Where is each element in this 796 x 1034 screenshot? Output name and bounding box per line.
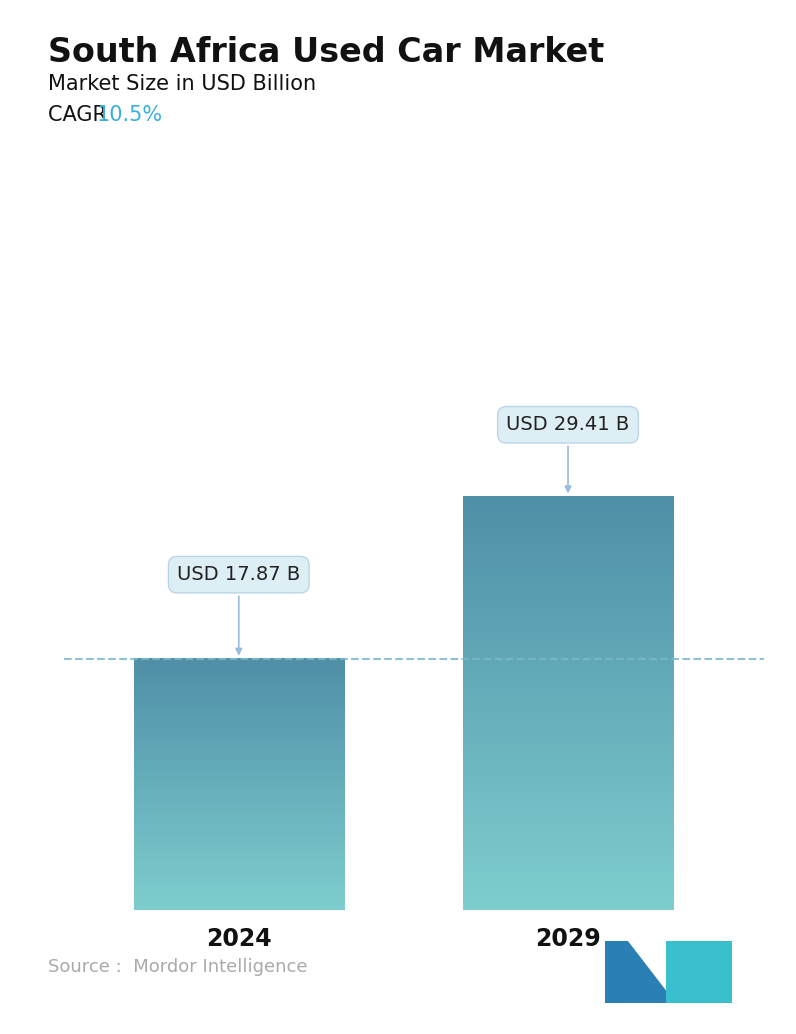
Text: USD 17.87 B: USD 17.87 B [178,566,300,653]
Text: CAGR: CAGR [48,105,120,125]
Text: USD 29.41 B: USD 29.41 B [506,416,630,492]
Polygon shape [684,941,732,1003]
Polygon shape [605,941,628,1003]
Text: 10.5%: 10.5% [97,105,163,125]
Text: South Africa Used Car Market: South Africa Used Car Market [48,36,604,69]
Text: Source :  Mordor Intelligence: Source : Mordor Intelligence [48,957,307,976]
Polygon shape [666,941,684,1003]
Text: Market Size in USD Billion: Market Size in USD Billion [48,74,316,94]
Polygon shape [628,941,666,1003]
